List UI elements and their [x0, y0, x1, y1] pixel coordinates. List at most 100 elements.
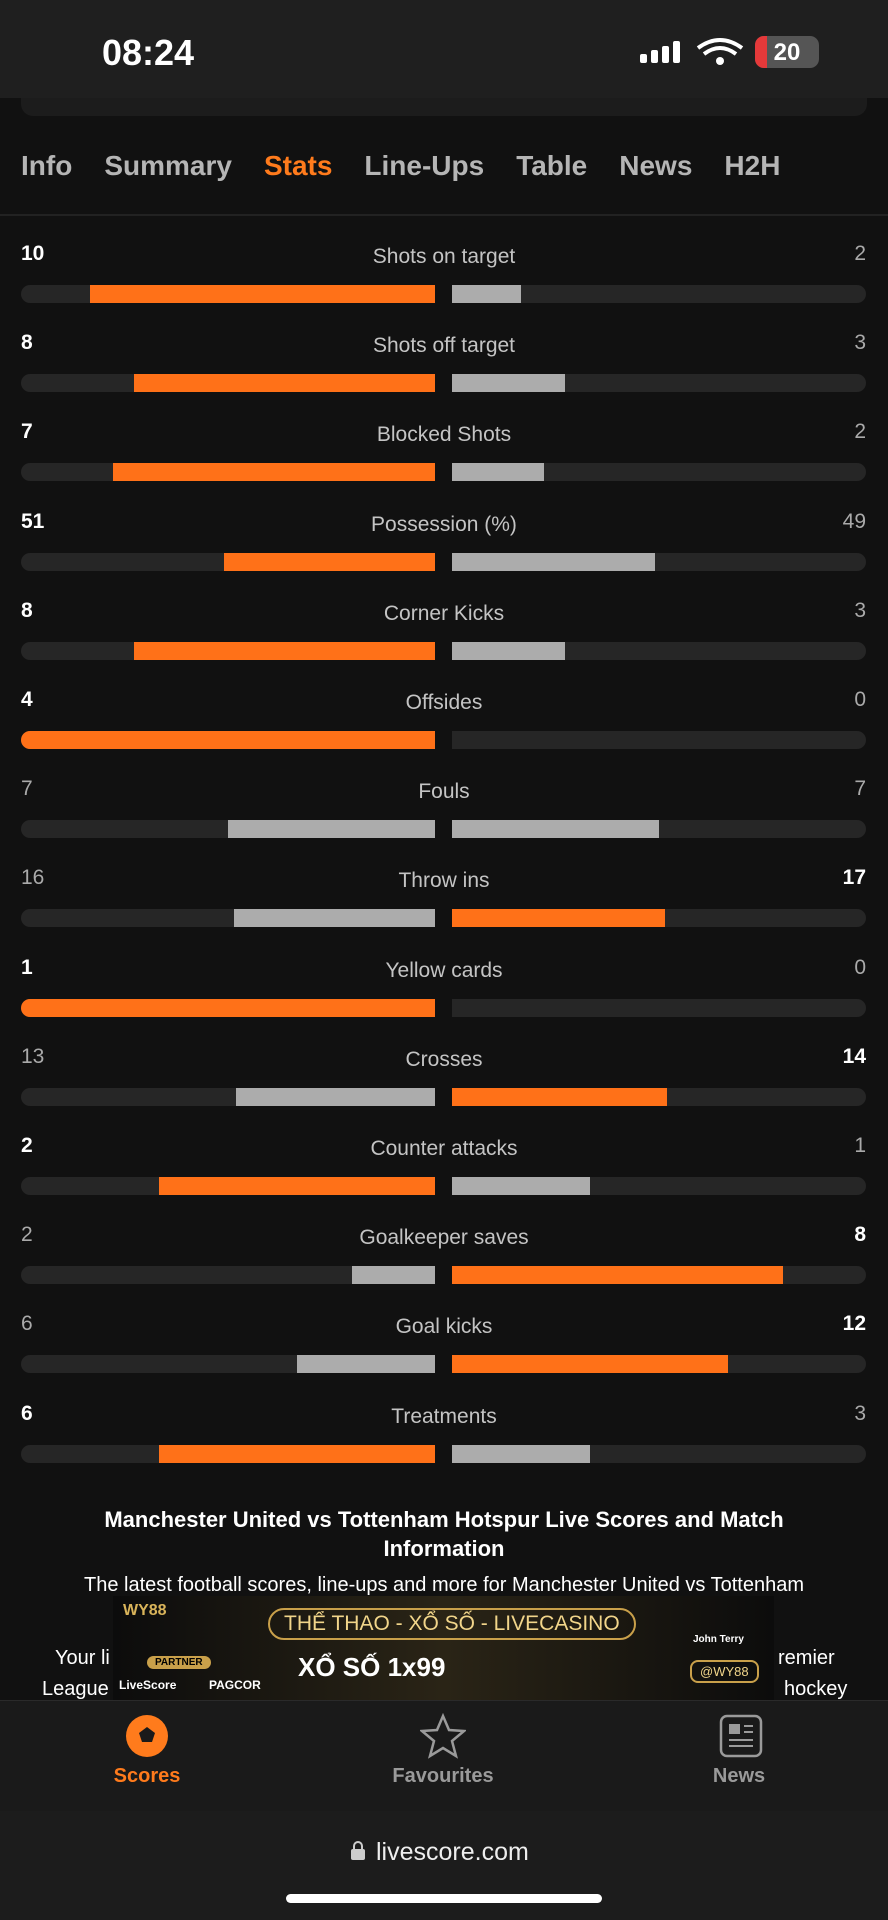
- ad-headline: THỂ THAO - XỔ SỐ - LIVECASINO: [268, 1608, 636, 1640]
- home-value: 2: [21, 1134, 33, 1157]
- away-value: 7: [854, 777, 866, 801]
- away-value: 2: [854, 242, 866, 265]
- away-bar: [452, 463, 544, 482]
- bar-track: [21, 1266, 435, 1285]
- divider: [0, 214, 888, 216]
- favourites-icon[interactable]: [420, 1713, 466, 1759]
- home-value: 16: [21, 866, 45, 890]
- away-bar: [452, 1444, 590, 1463]
- card-edge: [21, 98, 867, 116]
- away-value: 1: [854, 1134, 866, 1157]
- home-bar: [228, 820, 435, 839]
- browser-bar: livescore.com: [0, 1811, 888, 1920]
- away-bar: [452, 820, 659, 839]
- away-bar: [452, 552, 655, 571]
- away-bar: [452, 1266, 784, 1285]
- bar-track: [452, 731, 866, 749]
- stat-name: Crosses: [405, 1047, 483, 1071]
- home-value: 1: [21, 955, 33, 979]
- url: livescore.com: [376, 1838, 529, 1866]
- bar-track: [452, 998, 866, 1017]
- home-value: 6: [21, 1401, 33, 1425]
- status-bar: 08:24 20: [0, 0, 888, 98]
- tab[interactable]: Table: [516, 150, 588, 181]
- stat-name: Goalkeeper saves: [359, 1226, 529, 1250]
- ad-promo: XỔ SỐ 1x99: [298, 1652, 446, 1682]
- home-bar: [113, 463, 435, 482]
- lock-icon: [351, 1841, 365, 1860]
- bar-track: [452, 285, 866, 303]
- tab[interactable]: H2H: [724, 150, 781, 181]
- stat-name: Corner Kicks: [383, 601, 505, 625]
- away-value: 3: [854, 331, 866, 355]
- stat-name: Goal kicks: [395, 1315, 493, 1339]
- away-value: 14: [842, 1044, 866, 1068]
- away-value: 17: [842, 866, 866, 890]
- away-bar: [452, 374, 565, 393]
- scores-icon[interactable]: [124, 1713, 170, 1759]
- stat-name: Treatments: [391, 1404, 497, 1428]
- home-value: 7: [21, 777, 33, 801]
- ad-partner: LiveScore: [119, 1678, 177, 1692]
- home-bar: [234, 909, 435, 928]
- home-value: 10: [21, 242, 45, 265]
- away-bar: [452, 285, 521, 303]
- away-value: 3: [854, 1401, 866, 1425]
- stat-name: Counter attacks: [370, 1137, 518, 1160]
- away-value: 3: [854, 598, 866, 622]
- tab[interactable]: Summary: [104, 150, 232, 181]
- ad-partner: PAGCOR: [209, 1678, 261, 1692]
- nav-label[interactable]: Favourites: [392, 1765, 494, 1787]
- nav-label[interactable]: Scores: [113, 1765, 181, 1787]
- away-bar: [452, 1087, 667, 1106]
- home-value: 8: [21, 331, 33, 355]
- stat-name: Blocked Shots: [376, 423, 512, 447]
- stat-name: Possession (%): [371, 512, 517, 536]
- tab[interactable]: Line-Ups: [364, 150, 485, 181]
- info-title: Manchester United vs Tottenham Hotspur L…: [104, 1507, 784, 1561]
- away-value: 12: [842, 1312, 866, 1336]
- stat-name: Offsides: [405, 691, 483, 714]
- home-bar: [235, 1087, 435, 1106]
- home-bar: [223, 552, 435, 571]
- home-bar: [297, 1355, 435, 1374]
- bar-track: [452, 463, 866, 482]
- nav-label[interactable]: News: [712, 1765, 766, 1787]
- tab[interactable]: News: [619, 150, 693, 181]
- home-indicator: [286, 1894, 602, 1903]
- home-bar: [21, 731, 435, 749]
- home-value: 7: [21, 420, 33, 444]
- news-icon[interactable]: [718, 1713, 764, 1759]
- home-bar: [133, 374, 435, 393]
- home-bar: [90, 285, 435, 303]
- home-value: 6: [21, 1312, 33, 1336]
- home-bar: [133, 641, 435, 660]
- away-value: 49: [842, 509, 866, 533]
- away-value: 0: [854, 688, 866, 711]
- away-bar: [452, 1177, 590, 1195]
- home-value: 8: [21, 598, 33, 622]
- info-text: The latest football scores, line-ups and…: [84, 1574, 804, 1596]
- home-bar: [352, 1266, 435, 1285]
- tab-bar: Info Summary Stats Line-Ups Table News H2H: [21, 150, 780, 182]
- tab[interactable]: Info: [21, 150, 73, 181]
- info-fragment: Your li: [55, 1647, 110, 1669]
- clock: 08:24: [102, 32, 195, 73]
- away-value: 2: [854, 420, 866, 444]
- stat-name: Shots off target: [372, 334, 516, 358]
- info-fragment: hockey: [784, 1678, 848, 1700]
- ad-banner[interactable]: WY88 THỂ THAO - XỔ SỐ - LIVECASINO PARTN…: [113, 1596, 774, 1700]
- home-value: 13: [21, 1044, 45, 1068]
- info-fragment: remier: [778, 1647, 835, 1669]
- home-value: 2: [21, 1223, 33, 1247]
- info-fragment: League: [42, 1678, 109, 1700]
- away-bar: [452, 641, 565, 660]
- away-value: 0: [854, 955, 866, 979]
- home-bar: [159, 1177, 435, 1195]
- ad-handle: @WY88: [690, 1660, 759, 1683]
- ad-person: John Terry: [693, 1634, 744, 1645]
- home-value: 51: [21, 509, 45, 533]
- bottom-nav: Scores Favourites News: [0, 1700, 888, 1811]
- tab[interactable]: Stats: [263, 150, 333, 181]
